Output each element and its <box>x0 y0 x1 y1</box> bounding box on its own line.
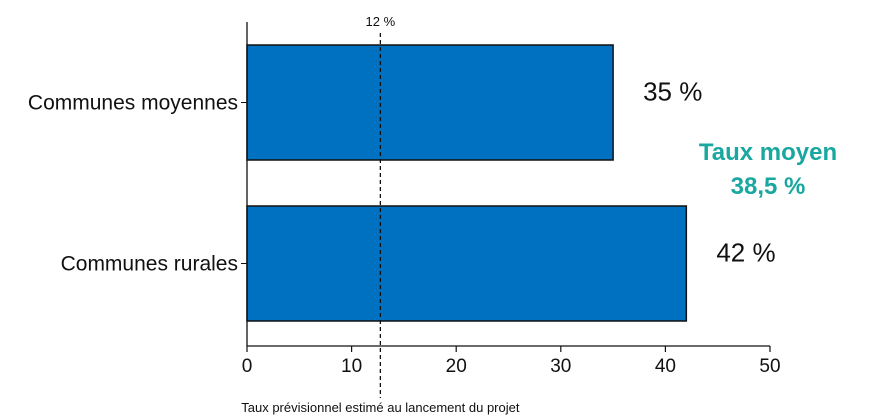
category-label-2: Communes rurales <box>61 253 238 276</box>
reference-line-bottom-label: Taux prévisionnel estimé au lancement du… <box>241 400 520 415</box>
ticks-layer: 0 10 20 30 40 50 <box>241 102 781 377</box>
average-rate-value: 38,5 % <box>731 173 806 200</box>
category-label-1: Communes moyennes <box>28 92 238 115</box>
x-tick-label-1: 10 <box>341 356 362 377</box>
x-tick-label-5: 50 <box>759 356 780 377</box>
bar-1 <box>246 44 614 161</box>
reference-line-top-label: 12 % <box>366 14 396 29</box>
average-rate-title: Taux moyen <box>699 139 837 166</box>
axis-layer <box>246 22 770 347</box>
x-tick-label-2: 20 <box>446 356 467 377</box>
x-tick-label-4: 40 <box>655 356 676 377</box>
labels-layer: Communes moyennes 35 % Communes rurales 42 … <box>28 77 776 276</box>
bar-2 <box>246 205 688 322</box>
value-label-2: 42 % <box>716 238 775 268</box>
x-tick-label-0: 0 <box>242 356 253 377</box>
bars-layer <box>246 44 688 322</box>
x-tick-label-3: 30 <box>550 356 571 377</box>
value-label-1: 35 % <box>643 77 702 107</box>
